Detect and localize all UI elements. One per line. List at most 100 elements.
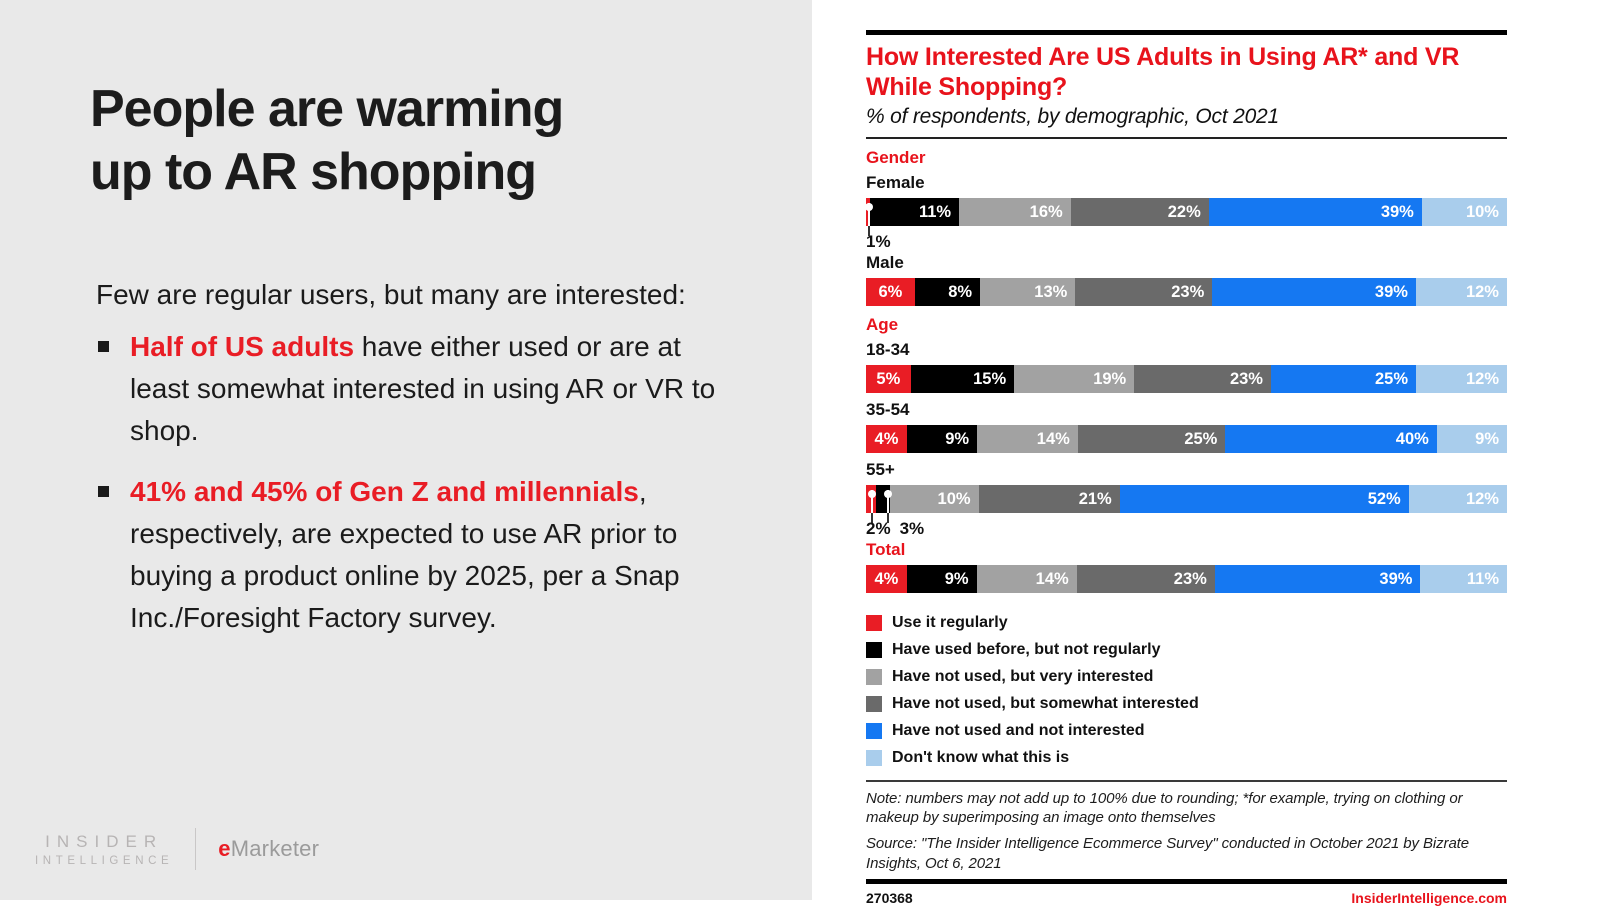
bullet-square-icon bbox=[98, 485, 109, 497]
bar-segment-value: 9% bbox=[944, 569, 969, 588]
bar-segment-value: 14% bbox=[1036, 429, 1070, 448]
logo-line2: INTELLIGENCE bbox=[35, 854, 174, 867]
bar-segment-value: 39% bbox=[1379, 569, 1413, 588]
bar-segment: 23% bbox=[1075, 278, 1213, 306]
bar-segment-value: 10% bbox=[1465, 202, 1499, 221]
left-content: People are warming up to AR shopping Few… bbox=[0, 0, 812, 639]
stacked-bar-track: 5% 15% 19% 23% 25% 12% bbox=[866, 365, 1507, 393]
bar-segment: 11% bbox=[870, 198, 960, 226]
bar-segment: 8% bbox=[914, 278, 981, 306]
chart-source: Source: "The Insider Intelligence Ecomme… bbox=[866, 835, 1469, 872]
bullet-rest: have either used or are at least somewha… bbox=[130, 330, 716, 446]
bar-segment: 15% bbox=[910, 365, 1015, 393]
legend-swatch-icon bbox=[866, 695, 882, 712]
bar-segment-value: 23% bbox=[1173, 569, 1207, 588]
bar-segment: 14% bbox=[977, 425, 1078, 453]
chart-title: How Interested Are US Adults in Using AR… bbox=[866, 43, 1460, 101]
bar-segment: 25% bbox=[1270, 365, 1417, 393]
bar-segment: 25% bbox=[1077, 425, 1226, 453]
bar-segment: 39% bbox=[1208, 198, 1422, 226]
chart-footer: 270368 InsiderIntelligence.com bbox=[866, 890, 1507, 906]
callout-value: 3% bbox=[899, 519, 925, 538]
bullet-rest: , respectively, are expected to use AR p… bbox=[130, 475, 680, 633]
bar-segment-value: 23% bbox=[1229, 369, 1263, 388]
bottom-rule bbox=[866, 878, 1507, 884]
emarketer-e: e bbox=[218, 836, 231, 861]
bar-segment-value: 40% bbox=[1395, 429, 1429, 448]
chart-group-label: 55+ bbox=[866, 460, 895, 479]
chart-group-label: 35-54 bbox=[866, 400, 910, 419]
bar-segment: 14% bbox=[976, 565, 1077, 593]
chart-group-label: 18-34 bbox=[866, 340, 910, 359]
callout-value: 1% bbox=[866, 232, 891, 251]
bar-segment: 39% bbox=[1212, 278, 1416, 306]
bar-segment-value: 23% bbox=[1171, 282, 1205, 301]
legend-swatch-icon bbox=[866, 641, 882, 658]
stacked-bar-track: 10% 21% 52% 12% bbox=[866, 485, 1507, 513]
bar-segment-value: 22% bbox=[1167, 202, 1201, 221]
bullet-list: Half of US adults have either used or ar… bbox=[90, 326, 742, 639]
emarketer-rest: Marketer bbox=[230, 836, 320, 861]
legend-label: Have used before, but not regularly bbox=[892, 640, 1161, 658]
emarketer-logo: eMarketer bbox=[218, 836, 319, 862]
chart-section-label: Gender bbox=[866, 148, 926, 167]
brand-logos: INSIDER INTELLIGENCE eMarketer bbox=[35, 828, 319, 870]
callout-value: 2% bbox=[866, 519, 891, 538]
bar-segment-value: 14% bbox=[1035, 569, 1069, 588]
legend-label: Have not used, but somewhat interested bbox=[892, 694, 1199, 712]
bar-segment-value: 19% bbox=[1093, 369, 1127, 388]
bar-segment: 9% bbox=[906, 425, 978, 453]
chart-group-label: Female bbox=[866, 173, 925, 192]
callout-pin-icon bbox=[865, 203, 874, 236]
left-panel: People are warming up to AR shopping Few… bbox=[0, 0, 812, 900]
callout-pin-icon bbox=[884, 490, 893, 523]
bar-segment: 40% bbox=[1225, 425, 1437, 453]
bar-segment-value: 12% bbox=[1465, 489, 1499, 508]
legend-item: Use it regularly bbox=[866, 609, 1507, 636]
insider-intelligence-logo: INSIDER INTELLIGENCE bbox=[35, 832, 173, 867]
bar-segment-value: 11% bbox=[1466, 569, 1499, 588]
chart-groups: Gender Female 11% 16% 22% 39% 10% 1% Male 6% 8% 13%… bbox=[865, 148, 1507, 593]
bar-segment: 12% bbox=[1408, 485, 1507, 513]
bar-segment: 4% bbox=[866, 425, 907, 453]
callout-labels: 2% 3% bbox=[866, 519, 924, 539]
bar-segment-value: 52% bbox=[1367, 489, 1401, 508]
logo-divider bbox=[195, 828, 197, 870]
stacked-bar-track: 11% 16% 22% 39% 10% bbox=[866, 198, 1507, 226]
chart-id: 270368 bbox=[866, 889, 913, 906]
bar-segment-value: 11% bbox=[918, 202, 952, 221]
bar-segment-value: 9% bbox=[945, 429, 970, 448]
callout-pin-icon bbox=[868, 490, 877, 523]
bar-segment: 9% bbox=[1436, 425, 1507, 453]
bullet-square-icon bbox=[98, 340, 109, 352]
bar-segment: 6% bbox=[866, 278, 915, 306]
bar-segment: 13% bbox=[980, 278, 1076, 306]
bar-segment: 23% bbox=[1076, 565, 1215, 593]
bar-segment: 11% bbox=[1420, 565, 1507, 593]
bar-segment-value: 13% bbox=[1034, 282, 1068, 301]
insider-intelligence-link[interactable]: InsiderIntelligence.com bbox=[1351, 889, 1507, 906]
legend-item: Have not used and not interested bbox=[866, 717, 1507, 744]
bar-segment-value: 4% bbox=[874, 429, 899, 448]
bar-segment-value: 5% bbox=[876, 369, 901, 388]
bar-segment: 21% bbox=[978, 485, 1120, 513]
bar-segment bbox=[866, 485, 876, 513]
legend-label: Use it regularly bbox=[892, 613, 1008, 631]
bar-segment: 23% bbox=[1134, 365, 1271, 393]
bar-segment: 19% bbox=[1014, 365, 1135, 393]
bar-segment: 5% bbox=[866, 365, 911, 393]
bar-segment: 39% bbox=[1214, 565, 1421, 593]
legend-swatch-icon bbox=[866, 749, 882, 766]
legend-label: Have not used, but very interested bbox=[892, 667, 1154, 685]
chart: How Interested Are US Adults in Using AR… bbox=[865, 30, 1507, 906]
chart-section-label: Age bbox=[866, 315, 899, 334]
stacked-bar-track: 4% 9% 14% 23% 39% 11% bbox=[866, 565, 1507, 593]
stacked-bar: 4% 9% 14% 23% 39% 11% bbox=[866, 565, 1507, 593]
stacked-bar: 6% 8% 13% 23% 39% 12% bbox=[866, 278, 1507, 306]
legend-swatch-icon bbox=[866, 614, 882, 631]
stacked-bar-track: 4% 9% 14% 25% 40% 9% bbox=[866, 425, 1507, 453]
bar-segment: 22% bbox=[1070, 198, 1209, 226]
bar-segment-value: 6% bbox=[878, 282, 903, 301]
intro-text: Few are regular users, but many are inte… bbox=[96, 278, 686, 310]
bar-segment: 12% bbox=[1415, 278, 1507, 306]
